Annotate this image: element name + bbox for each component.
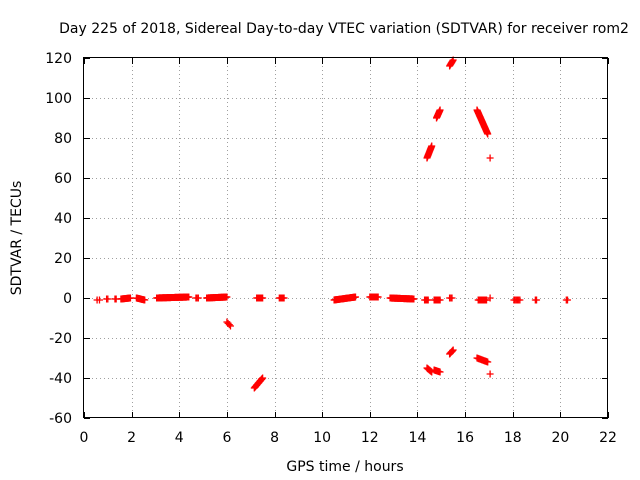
x-tick-label: 16 xyxy=(456,430,474,446)
data-point xyxy=(436,296,444,304)
grid-lines xyxy=(84,58,608,418)
axis-ticks xyxy=(84,58,609,419)
data-points xyxy=(93,56,572,392)
data-point xyxy=(225,321,233,329)
y-tick-label: 20 xyxy=(54,251,72,267)
data-point xyxy=(486,294,494,302)
x-axis-label: GPS time / hours xyxy=(286,459,403,475)
data-point xyxy=(194,294,202,302)
data-point xyxy=(126,294,134,302)
data-point xyxy=(486,370,494,378)
x-tick-label: 0 xyxy=(80,430,89,446)
data-point xyxy=(448,348,456,356)
x-tick-label: 22 xyxy=(599,430,617,446)
plot-frame xyxy=(83,57,608,418)
y-tick-label: 120 xyxy=(45,51,72,67)
chart-title: Day 225 of 2018, Sidereal Day-to-day VTE… xyxy=(59,21,629,37)
y-tick-label: 60 xyxy=(54,171,72,187)
data-point xyxy=(516,296,524,304)
data-point xyxy=(436,368,444,376)
x-tick-label: 8 xyxy=(270,430,279,446)
data-point xyxy=(424,296,432,304)
data-point xyxy=(410,295,418,303)
data-point xyxy=(486,154,494,162)
data-point xyxy=(141,296,149,304)
y-axis-label: SDTVAR / TECUs xyxy=(9,181,25,296)
y-tick-label: 0 xyxy=(63,291,72,307)
y-tick-label: -40 xyxy=(49,371,72,387)
data-point xyxy=(436,106,444,114)
x-tick-label: 18 xyxy=(504,430,522,446)
data-point xyxy=(564,296,572,304)
x-tick-labels: 0 2 4 6 8 10 12 14 16 18 20 22 xyxy=(80,430,617,446)
x-tick-label: 20 xyxy=(551,430,569,446)
data-point xyxy=(428,142,436,150)
data-point xyxy=(374,293,382,301)
data-point xyxy=(448,347,456,355)
x-tick-label: 2 xyxy=(127,430,136,446)
data-point xyxy=(533,296,541,304)
y-tick-label: 100 xyxy=(45,91,72,107)
data-point xyxy=(185,293,193,301)
data-point xyxy=(352,293,360,301)
y-tick-label: -20 xyxy=(49,331,72,347)
data-point xyxy=(449,346,457,354)
x-tick-label: 12 xyxy=(361,430,379,446)
data-point xyxy=(223,293,231,301)
data-point xyxy=(226,322,234,330)
data-point xyxy=(483,296,491,304)
x-tick-label: 10 xyxy=(313,430,331,446)
data-point xyxy=(448,294,456,302)
y-tick-labels: -60 -40 -20 0 20 40 60 80 100 120 xyxy=(45,51,72,427)
y-tick-label: 40 xyxy=(54,211,72,227)
data-point xyxy=(104,295,112,303)
y-tick-label: -60 xyxy=(49,411,72,427)
data-point xyxy=(280,294,288,302)
data-point xyxy=(259,294,267,302)
data-point xyxy=(484,130,492,138)
x-tick-label: 14 xyxy=(409,430,427,446)
y-tick-label: 80 xyxy=(54,131,72,147)
data-point xyxy=(95,296,103,304)
x-tick-label: 6 xyxy=(222,430,231,446)
data-point xyxy=(484,358,492,366)
x-tick-label: 4 xyxy=(175,430,184,446)
data-point xyxy=(259,374,267,382)
